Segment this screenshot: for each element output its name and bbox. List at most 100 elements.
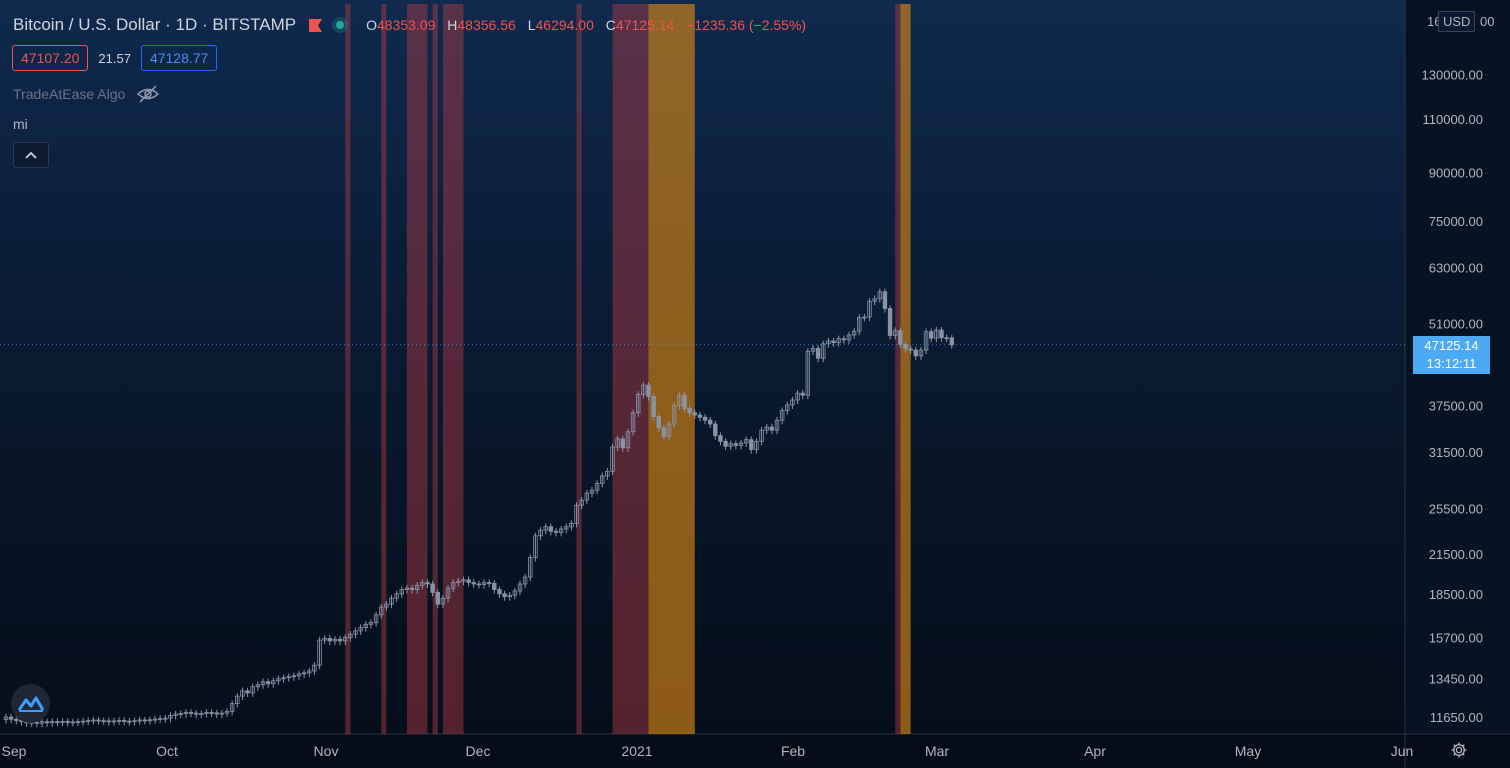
candle-body [821,343,826,359]
indicator-short-label[interactable]: mi [13,116,28,132]
candle-body [116,720,122,722]
tradingview-logo[interactable] [11,684,50,723]
candle-body [317,639,322,666]
candle-body [507,594,512,598]
candle-body [553,530,559,533]
candle-body [70,721,76,724]
candle-body [414,584,420,590]
price-tick-label: 15700.00 [1429,631,1483,646]
candle-body [841,338,847,341]
candle-body [656,416,661,429]
candle-body [877,291,882,300]
signal-band [895,4,901,734]
candle-body [785,404,790,412]
indicator-name: TradeAtEase Algo [13,86,126,102]
candle-body [630,412,636,433]
market-status-dot [336,21,345,29]
price-tick-label: 25500.00 [1429,501,1483,516]
candle-body [846,334,852,341]
candle-body [692,412,697,416]
last-price-badge: 47125.14 13:12:11 [1413,336,1490,374]
candle-body [857,317,862,332]
candle-body [558,528,564,533]
candle-body [132,720,137,723]
candle-body [543,526,548,531]
candle-body [229,703,235,712]
candle-body [127,720,132,723]
candle-body [697,414,703,418]
candle-body [265,681,271,685]
candle-body [528,557,533,578]
candle-body [91,719,96,722]
flag-icon[interactable] [308,18,323,32]
price-tick-label: 75000.00 [1429,214,1483,229]
candle-body [702,416,708,421]
time-axis-panel[interactable] [0,734,1510,768]
candle-body [492,582,497,590]
hidden-eye-icon[interactable] [137,85,160,103]
candle-body [260,681,266,686]
candle-body [456,580,461,583]
candle-body [795,392,800,401]
spread-value: 21.57 [98,50,131,66]
price-tick-label: 00 [1480,14,1494,29]
candle-body [522,576,528,585]
candle-body [934,329,939,339]
indicator-legend[interactable]: TradeAtEase Algo [13,85,160,103]
candle-body [286,676,291,679]
currency-button[interactable]: USD [1438,11,1476,32]
candle-body [322,637,327,641]
symbol-legend: Bitcoin / U.S. Dollar · 1D · BITSTAMP O4… [13,14,814,36]
gear-icon[interactable] [1450,741,1468,759]
candle-body [348,633,353,638]
candle-body [661,427,667,437]
candle-body [214,712,219,715]
signal-band [458,4,464,734]
last-price-value: 47125.14 [1424,338,1479,353]
candle-body [774,419,780,431]
candle-body [810,347,816,352]
price-axis-panel[interactable] [1405,0,1510,768]
candle-body [389,597,394,605]
candle-body [75,721,81,724]
candle-body [918,349,924,357]
candle-body [497,589,502,595]
candle-body [281,677,286,680]
candle-body [769,426,775,431]
candle-body [677,394,682,407]
signal-band [612,4,649,734]
candle-body [430,583,435,593]
candle-body [625,431,631,449]
candle-body [481,582,487,586]
candle-body [373,614,379,624]
candle-body [307,670,312,674]
buy-button[interactable]: 47128.77 [140,45,218,71]
candle-body [903,343,908,350]
price-tick-label: 18500.00 [1429,587,1483,602]
candle-body [152,718,158,721]
candle-body [759,429,764,442]
candle-body [8,716,14,720]
ohlc-values: O48353.09 H48356.56 L46294.00 C47125.14 … [366,17,814,33]
candle-body [111,720,117,723]
candle-body [476,583,482,586]
candle-body [291,675,297,678]
symbol-title[interactable]: Bitcoin / U.S. Dollar · 1D · BITSTAMP [13,15,297,34]
candle-body [733,443,739,446]
candle-body [173,713,178,716]
sell-button[interactable]: 47107.20 [12,45,89,71]
candle-body [399,589,404,595]
high-key: H [447,17,458,33]
candle-body [183,712,189,714]
candle-body [923,331,929,351]
candle-body [461,579,466,582]
candle-body [486,582,492,584]
collapse-legend-button[interactable] [13,142,49,168]
candle-body [271,680,276,685]
candle-body [707,419,713,425]
candle-body [50,721,55,724]
candle-body [687,408,692,414]
candle-body [815,347,821,359]
candle-body [620,438,625,449]
